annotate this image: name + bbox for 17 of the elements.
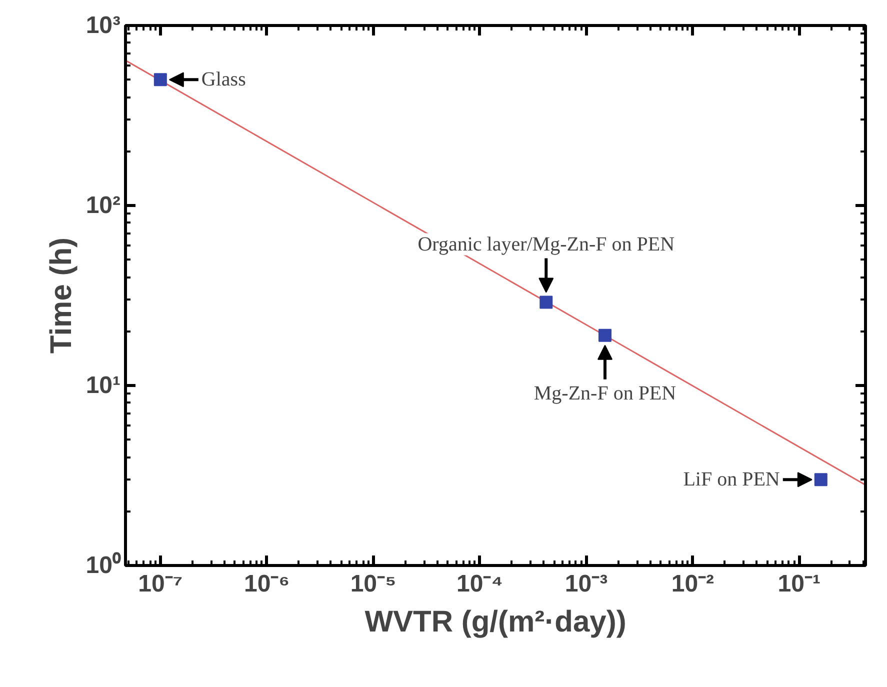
- y-axis-title: Time (h): [44, 237, 78, 354]
- annotation: Mg-Zn-F on PEN: [534, 382, 676, 404]
- x-tick-label: 10⁻²: [671, 570, 714, 598]
- x-tick-label: 10⁻¹: [778, 570, 820, 598]
- y-tick-label: 10¹: [86, 372, 121, 399]
- x-tick-label: 10⁻⁵: [350, 570, 396, 598]
- x-tick-label: 10⁻⁷: [138, 570, 183, 598]
- annotation: Organic layer/Mg-Zn-F on PEN: [418, 233, 675, 256]
- x-tick-label: 10⁻⁶: [244, 570, 290, 598]
- y-tick-label: 10²: [86, 192, 121, 219]
- y-tick-label: 10³: [86, 12, 121, 39]
- annotation: Glass: [201, 68, 246, 91]
- x-tick-label: 10⁻³: [564, 570, 608, 598]
- x-tick-label: 10⁻⁴: [456, 570, 504, 598]
- y-tick-label: 10⁰: [86, 552, 122, 579]
- x-axis-title: WVTR (g/(m²·day)): [364, 606, 626, 638]
- annotation: LiF on PEN: [683, 468, 780, 491]
